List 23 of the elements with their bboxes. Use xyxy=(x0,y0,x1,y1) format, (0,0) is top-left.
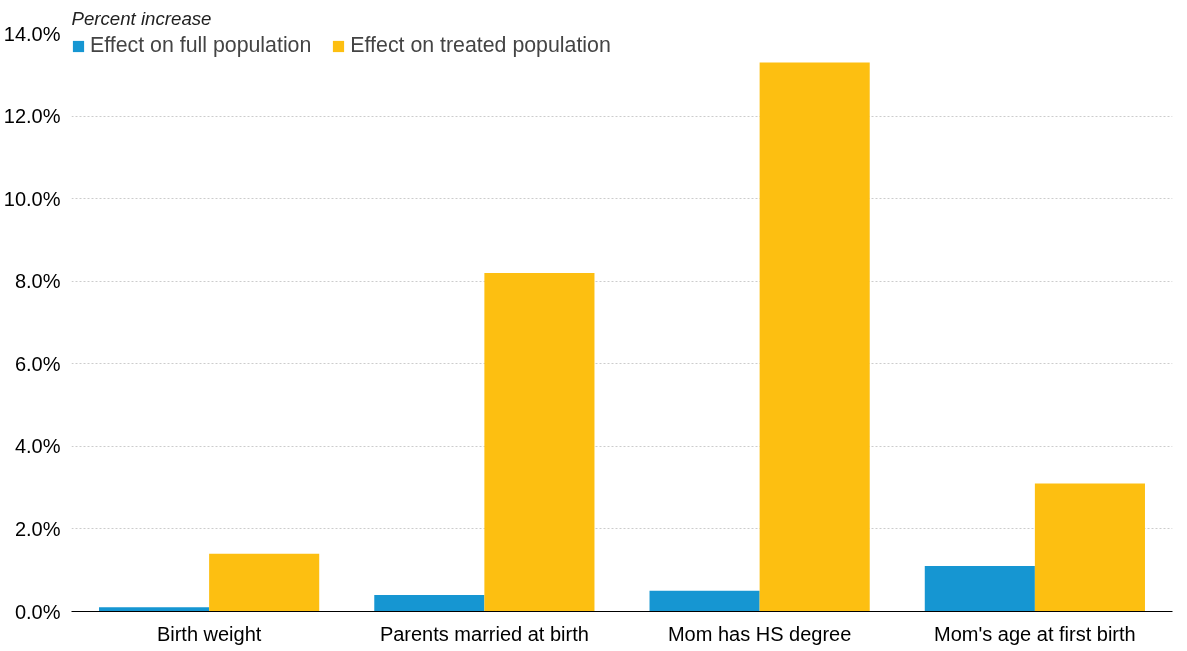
x-tick-label: Parents married at birth xyxy=(379,622,589,645)
y-axis-title: Percent increase xyxy=(71,7,212,29)
y-tick-label: 6.0% xyxy=(14,352,61,375)
bar xyxy=(99,607,210,612)
y-tick-label: 0.0% xyxy=(14,600,61,623)
legend-label: Effect on full population xyxy=(90,33,312,58)
legend-label: Effect on treated population xyxy=(350,33,611,58)
x-tick-label: Mom has HS degree xyxy=(667,622,852,645)
y-tick-label: 8.0% xyxy=(14,270,61,293)
x-tick-label: Mom's age at first birth xyxy=(934,622,1136,645)
y-tick-label: 14.0% xyxy=(3,22,61,45)
y-tick-label: 4.0% xyxy=(14,435,61,458)
y-tick-label: 12.0% xyxy=(3,105,61,128)
bar xyxy=(924,566,1035,612)
bar xyxy=(484,272,595,612)
bar xyxy=(649,590,760,612)
bar xyxy=(759,62,870,612)
bar xyxy=(1034,483,1145,612)
bar xyxy=(374,594,485,612)
x-tick-label: Birth weight xyxy=(156,622,262,645)
y-tick-label: 10.0% xyxy=(3,187,61,210)
y-tick-label: 2.0% xyxy=(14,517,61,540)
bar xyxy=(209,553,320,612)
